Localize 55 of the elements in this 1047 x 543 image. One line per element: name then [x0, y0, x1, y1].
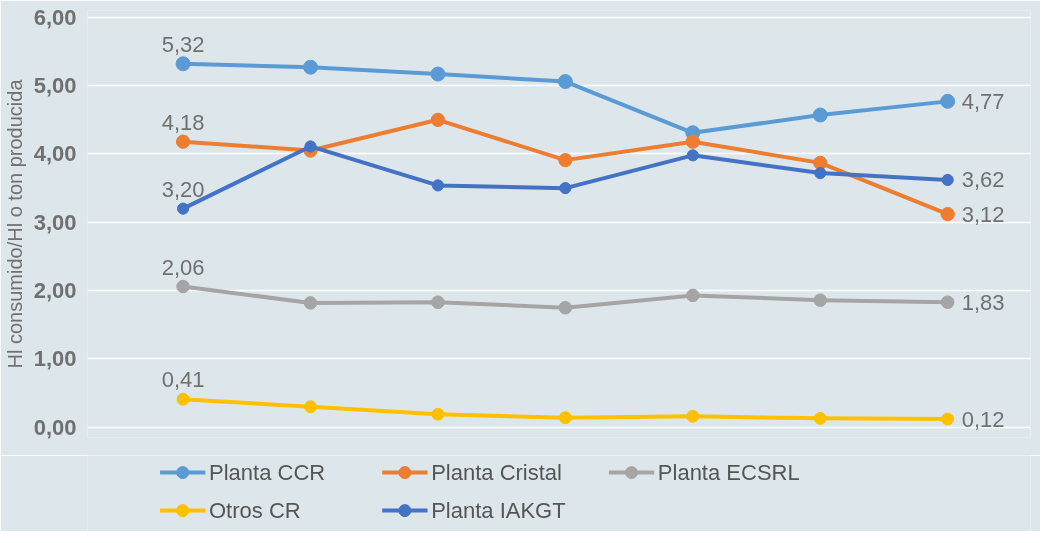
- point: [686, 288, 700, 303]
- point: [304, 400, 317, 414]
- y-tick-label: 4,00: [33, 141, 77, 167]
- point: [814, 167, 827, 180]
- y-tick-label: 0,00: [33, 414, 77, 440]
- point: [813, 293, 828, 307]
- point: [686, 149, 699, 162]
- point: [431, 179, 445, 192]
- point: [558, 152, 573, 168]
- y-tick-label: 5,00: [33, 73, 77, 99]
- point: [557, 74, 573, 90]
- data-label: 1,83: [961, 289, 1005, 315]
- legend-label: Planta ECSRL: [657, 460, 800, 486]
- point: [812, 107, 828, 123]
- point: [176, 279, 190, 294]
- y-tick-label: 3,00: [33, 209, 77, 235]
- point: [303, 296, 318, 310]
- point: [175, 56, 191, 72]
- data-label: 0,12: [961, 406, 1005, 432]
- point: [558, 300, 573, 315]
- point: [431, 407, 445, 421]
- data-label: 3,20: [161, 176, 205, 202]
- y-axis-title: Hl consumido/Hl o ton producida: [3, 78, 26, 369]
- point: [431, 295, 445, 310]
- legend-label: Planta Cristal: [431, 460, 562, 486]
- point: [940, 206, 955, 222]
- point: [176, 392, 190, 406]
- point: [558, 411, 572, 425]
- data-label: 4,77: [961, 88, 1005, 114]
- point: [685, 134, 700, 149]
- point: [941, 412, 955, 426]
- y-tick-label: 2,00: [33, 278, 77, 304]
- point: [175, 134, 191, 149]
- y-tick-label: 1,00: [33, 346, 77, 372]
- data-label: 3,12: [961, 201, 1005, 227]
- point: [813, 411, 827, 425]
- data-label: 4,18: [161, 109, 205, 135]
- point: [940, 295, 955, 310]
- legend-label: Planta IAKGT: [431, 498, 566, 524]
- legend-label: Planta CCR: [209, 460, 326, 486]
- data-label: 3,62: [961, 167, 1005, 193]
- point: [941, 173, 954, 187]
- point: [430, 112, 446, 127]
- point: [940, 93, 956, 109]
- point: [686, 409, 700, 423]
- point: [176, 202, 190, 215]
- point: [304, 140, 317, 153]
- data-label: 2,06: [161, 254, 205, 280]
- legend-label: Otros CR: [209, 498, 301, 524]
- data-label: 5,32: [161, 31, 205, 57]
- point: [559, 182, 572, 195]
- point: [303, 59, 319, 75]
- data-label: 0,41: [161, 367, 205, 393]
- point: [430, 66, 446, 82]
- y-tick-label: 6,00: [33, 4, 77, 30]
